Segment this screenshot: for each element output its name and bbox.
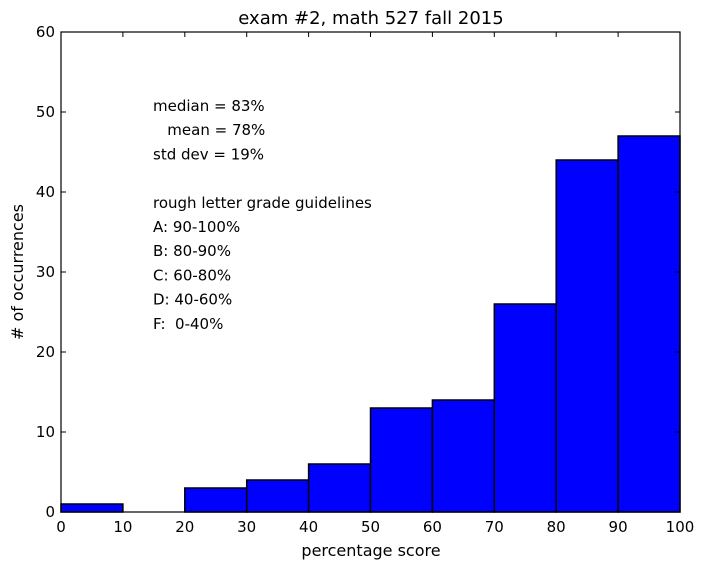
x-tick-label: 60 <box>423 518 442 536</box>
annotation-line: mean = 78% <box>153 121 265 139</box>
annotation-line: rough letter grade guidelines <box>153 194 372 212</box>
annotation-line: F: 0-40% <box>153 315 223 333</box>
x-tick-label: 0 <box>56 518 66 536</box>
ticks-group: 0 10 20 30 40 50 60 70 80 90 100 0 10 20 30 40 50 60 <box>36 23 694 536</box>
x-tick-label: 100 <box>666 518 695 536</box>
x-axis-label: percentage score <box>301 541 440 560</box>
chart-title: exam #2, math 527 fall 2015 <box>238 8 503 29</box>
bar-90-100 <box>617 135 681 513</box>
bar-50-60 <box>369 407 434 513</box>
x-tick-label: 20 <box>175 518 194 536</box>
x-tick-label: 40 <box>299 518 318 536</box>
annotation-block: median = 83% mean = 78% std dev = 19% roug… <box>153 97 372 333</box>
x-tick-label: 10 <box>113 518 132 536</box>
y-tick-label: 60 <box>36 23 55 41</box>
x-tick-label: 70 <box>485 518 504 536</box>
bars-group <box>60 135 681 513</box>
annotation-line: C: 60-80% <box>153 266 231 284</box>
y-tick-label: 20 <box>36 343 55 361</box>
annotation-line: B: 80-90% <box>153 242 231 260</box>
bar-40-50 <box>307 463 372 513</box>
bar-60-70 <box>431 399 496 513</box>
x-tick-label: 30 <box>237 518 256 536</box>
y-tick-label: 30 <box>36 263 55 281</box>
annotation-line: D: 40-60% <box>153 291 232 309</box>
y-tick-label: 10 <box>36 423 55 441</box>
y-tick-label: 0 <box>45 503 55 521</box>
y-tick-label: 40 <box>36 183 55 201</box>
bar-80-90 <box>555 159 619 513</box>
y-axis-label: # of occurrences <box>8 204 27 340</box>
annotation-line: std dev = 19% <box>153 145 264 163</box>
annotation-line: median = 83% <box>153 97 265 115</box>
bar-20-30 <box>184 487 248 513</box>
x-tick-label: 90 <box>609 518 628 536</box>
x-tick-label: 80 <box>547 518 566 536</box>
x-tick-label: 50 <box>361 518 380 536</box>
bar-70-80 <box>493 303 557 513</box>
annotation-line: A: 90-100% <box>153 218 240 236</box>
y-tick-label: 50 <box>36 103 55 121</box>
bar-30-40 <box>245 479 310 513</box>
bar-0-10 <box>60 503 124 513</box>
